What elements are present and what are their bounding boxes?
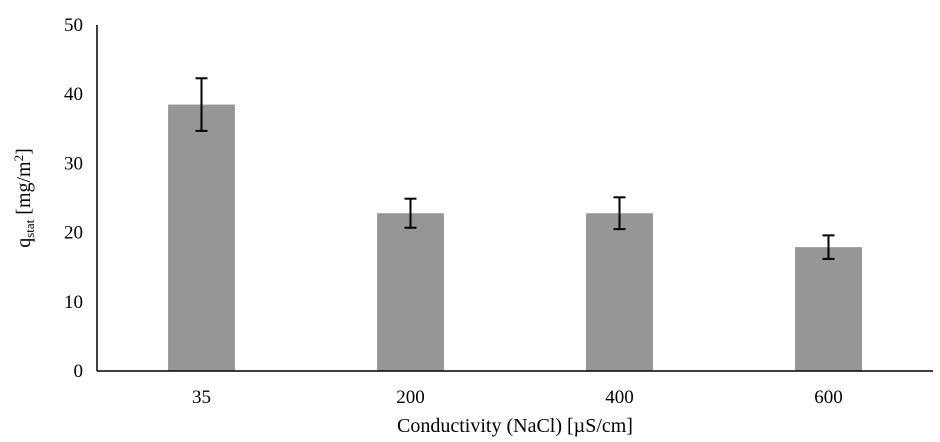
bar-200: [377, 213, 444, 371]
y-axis-ticks: 0 10 20 30 40 50: [64, 15, 83, 382]
x-tick-label: 200: [396, 387, 425, 408]
bar-600: [795, 247, 862, 371]
y-axis-title-unit: [mg/m: [13, 161, 35, 220]
x-tick-label: 400: [605, 387, 634, 408]
x-tick-label: 600: [814, 387, 843, 408]
error-bar-600: [822, 234, 835, 260]
y-tick-label: 10: [64, 292, 83, 313]
y-axis-title-subscript: stat: [22, 219, 37, 237]
bar-400: [586, 213, 653, 371]
error-bars: [195, 77, 835, 260]
y-tick-label: 40: [64, 84, 83, 105]
y-tick-label: 0: [74, 361, 84, 382]
error-bar-400: [613, 196, 626, 231]
x-axis-title: Conductivity (NaCl) [µS/cm]: [397, 415, 633, 437]
y-tick-label: 20: [64, 223, 83, 244]
y-axis-title-unit-end: ]: [13, 148, 35, 155]
error-bar-35: [195, 77, 208, 132]
bars: [168, 104, 862, 371]
y-axis-title-main: q: [13, 238, 35, 248]
bar-35: [168, 104, 235, 371]
y-tick-label: 50: [64, 15, 83, 36]
y-tick-label: 30: [64, 153, 83, 174]
error-bar-200: [404, 197, 417, 229]
x-tick-label: 35: [192, 387, 211, 408]
y-axis-title: qstat [mg/m2]: [11, 148, 37, 248]
y-axis-title-superscript: 2: [11, 155, 26, 162]
x-axis-ticks: 35 200 400 600: [192, 387, 843, 408]
